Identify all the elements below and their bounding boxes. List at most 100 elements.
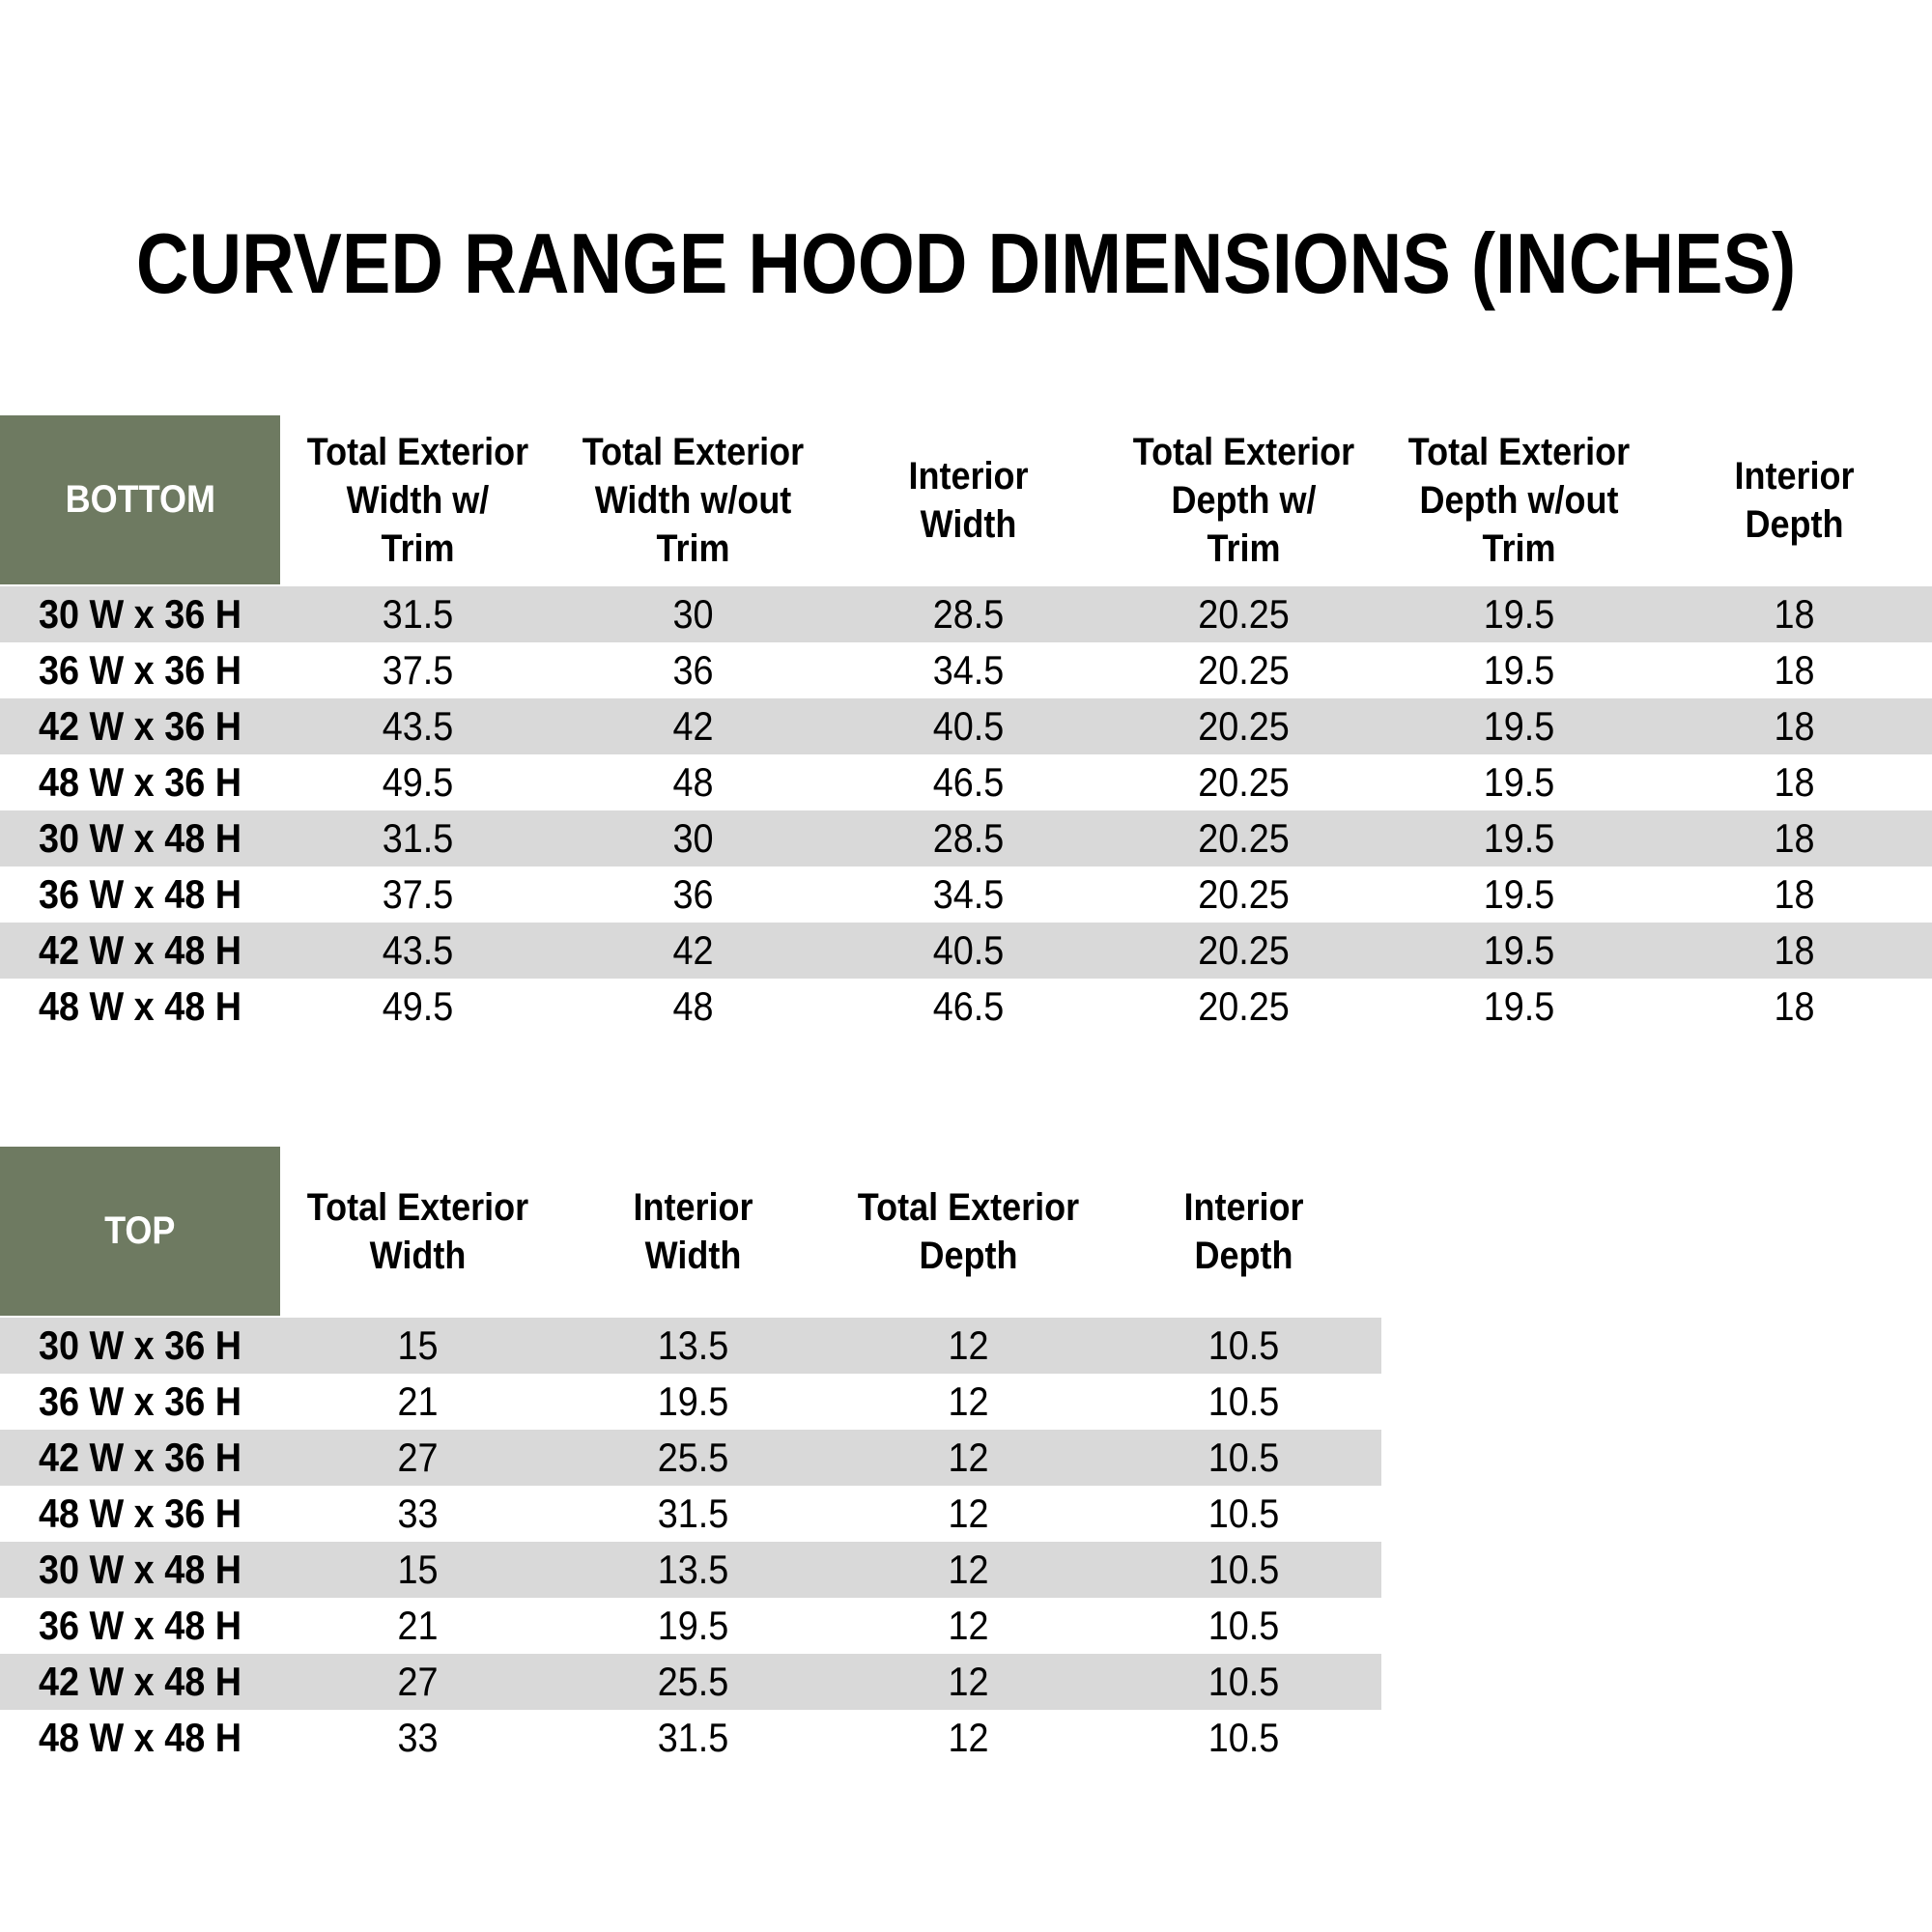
- page-title: CURVED RANGE HOOD DIMENSIONS (INCHES): [135, 214, 1797, 311]
- table-row: 48 W x 48 H 49.5 48 46.5 20.25 19.5 18: [0, 979, 1932, 1035]
- dimension-value: 20.25: [1198, 815, 1290, 861]
- table-row: 36 W x 48 H 37.5 36 34.5 20.25 19.5 18: [0, 867, 1932, 923]
- dimension-value: 19.5: [1483, 703, 1555, 749]
- row-label: 30 W x 36 H: [38, 1322, 242, 1368]
- row-label: 36 W x 36 H: [38, 647, 242, 693]
- dimension-value: 12: [948, 1491, 989, 1536]
- dimension-value: 19.5: [1483, 591, 1555, 637]
- row-label: 36 W x 48 H: [38, 871, 242, 917]
- dimension-value: 10.5: [1208, 1659, 1280, 1704]
- dimension-value: 19.5: [1483, 983, 1555, 1029]
- row-label: 36 W x 36 H: [38, 1378, 242, 1424]
- table-row: 48 W x 48 H 33 31.5 12 10.5: [0, 1710, 1381, 1766]
- dimension-value: 31.5: [657, 1491, 729, 1536]
- dimension-value: 13.5: [657, 1547, 729, 1592]
- dimension-value: 30: [672, 815, 714, 861]
- column-header: Interior Depth: [1183, 1185, 1304, 1277]
- table-body: 30 W x 36 H 31.5 30 28.5 20.25 19.5 18 36 W x 3…: [0, 586, 1932, 1035]
- row-label: 30 W x 36 H: [38, 591, 242, 637]
- table-body: 30 W x 36 H 15 13.5 12 10.5 36 W x 36 H 21 19.5…: [0, 1318, 1381, 1766]
- dimension-value: 46.5: [932, 983, 1005, 1029]
- column-header: Interior Depth: [1734, 454, 1855, 546]
- column-header: Total Exterior Width: [306, 1185, 529, 1277]
- dimension-value: 18: [1774, 759, 1815, 805]
- column-header: Total Exterior Depth w/out Trim: [1407, 430, 1631, 570]
- column-header: Total Exterior Width w/out Trim: [582, 430, 805, 570]
- dimension-value: 10.5: [1208, 1491, 1280, 1536]
- dimension-value: 15: [397, 1322, 439, 1368]
- dimension-value: 40.5: [932, 703, 1005, 749]
- dimension-value: 43.5: [382, 703, 454, 749]
- dimension-value: 46.5: [932, 759, 1005, 805]
- dimension-value: 25.5: [657, 1659, 729, 1704]
- dimension-value: 37.5: [382, 647, 454, 693]
- row-label: 42 W x 48 H: [38, 1659, 242, 1704]
- dimension-value: 30: [672, 591, 714, 637]
- dimension-value: 10.5: [1208, 1322, 1280, 1368]
- dimension-value: 49.5: [382, 759, 454, 805]
- dimension-value: 25.5: [657, 1435, 729, 1480]
- dimension-value: 48: [672, 759, 714, 805]
- dimension-value: 13.5: [657, 1322, 729, 1368]
- dimension-value: 42: [672, 927, 714, 973]
- dimension-value: 19.5: [1483, 871, 1555, 917]
- dimension-value: 28.5: [932, 591, 1005, 637]
- column-header: Total Exterior Depth w/ Trim: [1132, 430, 1355, 570]
- row-label: 48 W x 36 H: [38, 759, 242, 805]
- table-row: 36 W x 48 H 21 19.5 12 10.5: [0, 1598, 1381, 1654]
- dimension-value: 18: [1774, 983, 1815, 1029]
- row-label: 42 W x 36 H: [38, 703, 242, 749]
- corner-cell-top: TOP: [0, 1147, 280, 1316]
- top-dimensions-table: TOP Total Exterior Width Interior Width …: [0, 1147, 1381, 1766]
- dimension-value: 10.5: [1208, 1435, 1280, 1480]
- dimension-value: 19.5: [1483, 815, 1555, 861]
- table-row: 42 W x 36 H 27 25.5 12 10.5: [0, 1430, 1381, 1486]
- dimension-value: 48: [672, 983, 714, 1029]
- dimension-value: 20.25: [1198, 759, 1290, 805]
- table-row: 30 W x 48 H 31.5 30 28.5 20.25 19.5 18: [0, 810, 1932, 867]
- dimension-value: 12: [948, 1378, 989, 1424]
- dimension-value: 18: [1774, 815, 1815, 861]
- dimension-value: 20.25: [1198, 703, 1290, 749]
- dimension-value: 28.5: [932, 815, 1005, 861]
- dimension-value: 27: [397, 1435, 439, 1480]
- dimension-value: 20.25: [1198, 591, 1290, 637]
- column-header: Total Exterior Width w/ Trim: [306, 430, 529, 570]
- dimension-value: 18: [1774, 871, 1815, 917]
- table-row: 36 W x 36 H 37.5 36 34.5 20.25 19.5 18: [0, 642, 1932, 698]
- table-row: 48 W x 36 H 33 31.5 12 10.5: [0, 1486, 1381, 1542]
- dimension-value: 20.25: [1198, 927, 1290, 973]
- dimension-value: 10.5: [1208, 1378, 1280, 1424]
- dimension-value: 19.5: [657, 1378, 729, 1424]
- dimension-value: 31.5: [657, 1715, 729, 1760]
- table-row: 42 W x 36 H 43.5 42 40.5 20.25 19.5 18: [0, 698, 1932, 754]
- table-row: 36 W x 36 H 21 19.5 12 10.5: [0, 1374, 1381, 1430]
- dimension-value: 18: [1774, 927, 1815, 973]
- dimension-value: 20.25: [1198, 647, 1290, 693]
- dimension-value: 19.5: [1483, 927, 1555, 973]
- dimension-value: 12: [948, 1435, 989, 1480]
- dimension-value: 21: [397, 1378, 439, 1424]
- dimension-value: 12: [948, 1659, 989, 1704]
- dimension-value: 36: [672, 871, 714, 917]
- row-label: 48 W x 36 H: [38, 1491, 242, 1536]
- dimension-value: 34.5: [932, 871, 1005, 917]
- column-header: Interior Width: [908, 454, 1029, 546]
- dimension-value: 49.5: [382, 983, 454, 1029]
- dimension-value: 37.5: [382, 871, 454, 917]
- row-label: 42 W x 48 H: [38, 927, 242, 973]
- dimension-value: 19.5: [1483, 647, 1555, 693]
- dimension-value: 20.25: [1198, 983, 1290, 1029]
- corner-label: BOTTOM: [65, 478, 215, 521]
- table-header-row: BOTTOM Total Exterior Width w/ Trim Tota…: [0, 415, 1932, 584]
- row-label: 30 W x 48 H: [38, 1547, 242, 1592]
- column-header: Total Exterior Depth: [857, 1185, 1080, 1277]
- dimension-value: 19.5: [657, 1603, 729, 1648]
- row-label: 48 W x 48 H: [38, 1715, 242, 1760]
- corner-label: TOP: [104, 1209, 176, 1252]
- dimension-value: 20.25: [1198, 871, 1290, 917]
- table-row: 30 W x 36 H 31.5 30 28.5 20.25 19.5 18: [0, 586, 1932, 642]
- dimension-value: 40.5: [932, 927, 1005, 973]
- corner-cell-bottom: BOTTOM: [0, 415, 280, 584]
- dimension-value: 18: [1774, 647, 1815, 693]
